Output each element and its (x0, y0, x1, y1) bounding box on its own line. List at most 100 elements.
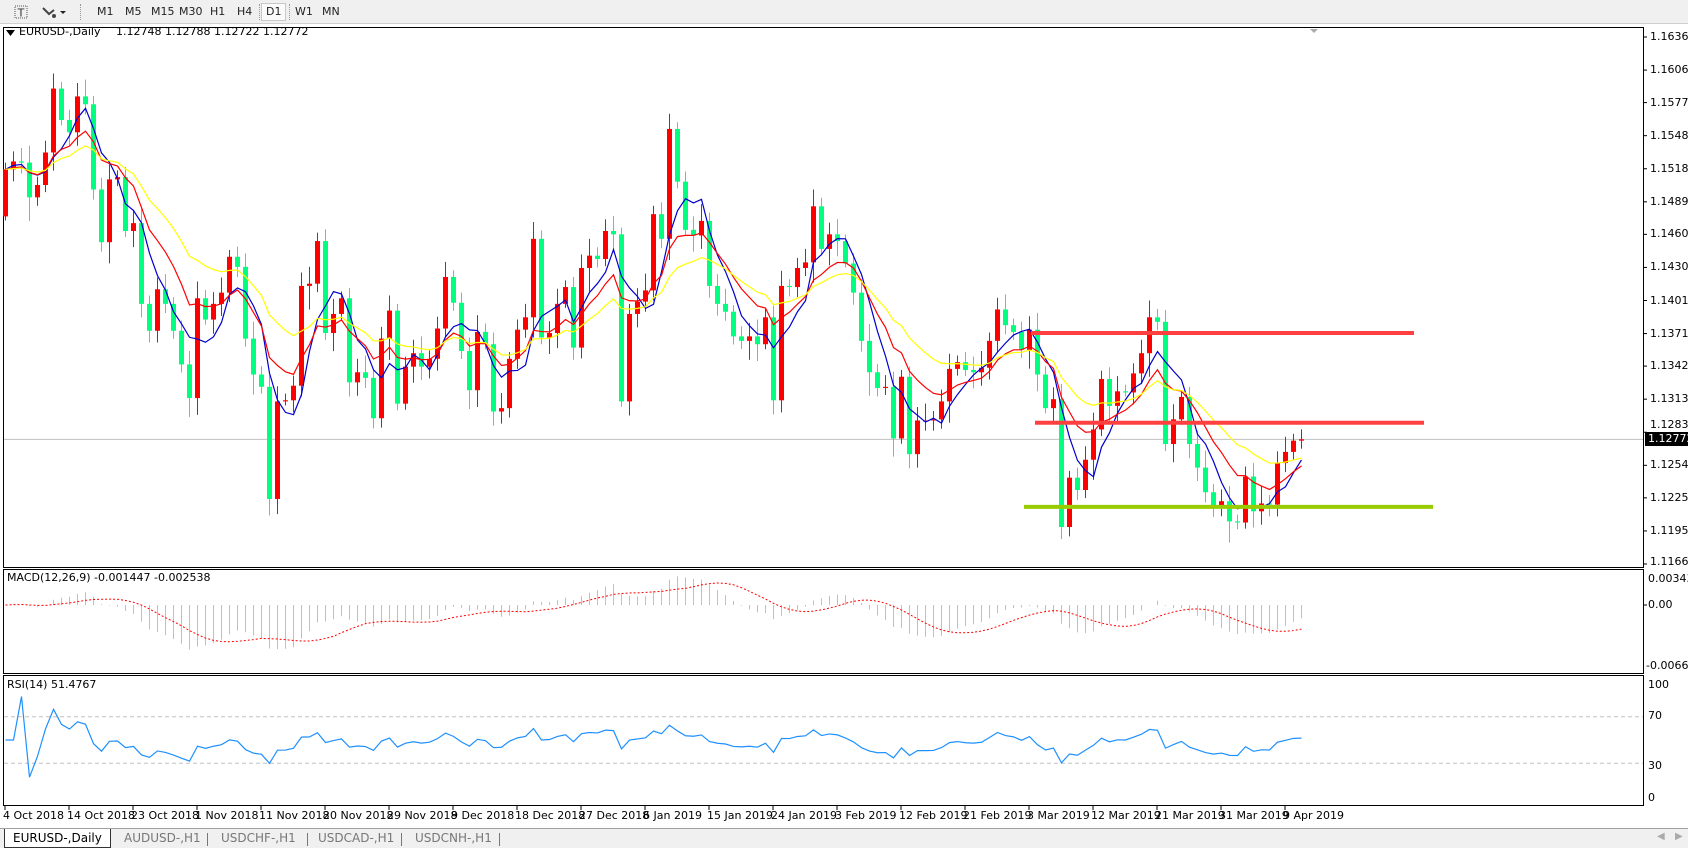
text-tool-icon[interactable]: T (12, 3, 30, 21)
svg-text:T: T (17, 7, 25, 20)
candle-body (259, 374, 264, 387)
chart-window[interactable]: EURUSD-,Daily 1.12748 1.12788 1.12722 1.… (0, 24, 1688, 830)
timeframe-mn[interactable]: MN (322, 5, 340, 18)
candle-body (811, 206, 816, 263)
candle-body (843, 241, 848, 264)
candle-body (275, 401, 280, 499)
price-axis-label: 1.16065 (1650, 63, 1688, 77)
candle-body (443, 276, 448, 329)
candle-body (667, 128, 672, 239)
candle-body (707, 220, 712, 286)
candle-body (555, 303, 560, 334)
candle-body (475, 331, 480, 391)
tab-eurusd-daily[interactable]: EURUSD-,Daily (4, 829, 111, 848)
timeframe-m1[interactable]: M1 (97, 5, 114, 18)
candle-body (523, 317, 528, 330)
candle-body (819, 206, 824, 249)
timeframe-h1[interactable]: H1 (210, 5, 226, 18)
candle-body (835, 234, 840, 242)
tab-usdcnh-h1[interactable]: USDCNH-,H1 (415, 831, 492, 845)
date-axis-label: 14 Oct 2018 (67, 809, 136, 822)
date-axis-label: 1 Nov 2018 (195, 809, 259, 822)
candle-body (947, 368, 952, 402)
candle-body (787, 285, 792, 288)
candle-body (83, 96, 88, 105)
candle-body (1235, 521, 1240, 523)
tab-usdchf-h1[interactable]: USDCHF-,H1 (221, 831, 296, 845)
candle-body (99, 189, 104, 243)
toolbar-separator (259, 4, 260, 20)
candle-body (467, 350, 472, 391)
price-axis-label: 1.14305 (1650, 260, 1688, 274)
candle-body (763, 317, 768, 345)
timeframe-m30[interactable]: M30 (179, 5, 203, 18)
candle-body (1219, 501, 1224, 507)
candle-body (1075, 477, 1080, 490)
ma-mid-line (5, 130, 1302, 491)
scroll-right-icon[interactable]: ▶ (1675, 831, 1683, 842)
candle-body (243, 266, 248, 339)
candle-body (507, 358, 512, 409)
candle-body (715, 285, 720, 304)
tab-usdcad-h1[interactable]: USDCAD-,H1 (318, 831, 395, 845)
candle-body (1275, 463, 1280, 505)
current-price-tag: 1.12772 (1645, 432, 1688, 447)
candle-body (563, 287, 568, 304)
candle-body (939, 401, 944, 420)
timeframe-w1[interactable]: W1 (295, 5, 313, 18)
date-axis-label: 3 Mar 2019 (1027, 809, 1090, 822)
candle-body (731, 311, 736, 337)
candle-body (963, 362, 968, 371)
date-axis-label: 31 Mar 2019 (1219, 809, 1289, 822)
timeframe-d1[interactable]: D1 (261, 3, 287, 21)
candle-body (403, 366, 408, 404)
candle-body (147, 303, 152, 331)
date-axis-label: 6 Jan 2019 (643, 809, 702, 822)
timeframe-m5[interactable]: M5 (125, 5, 142, 18)
candle-body (51, 88, 56, 153)
candle-body (1115, 391, 1120, 406)
candle-body (1211, 492, 1216, 507)
candle-body (955, 362, 960, 369)
candle-body (675, 128, 680, 182)
candle-body (75, 96, 80, 133)
candle-body (587, 255, 592, 268)
candle-body (1299, 439, 1304, 441)
candle-body (907, 376, 912, 455)
candle-body (227, 256, 232, 293)
candle-body (1171, 419, 1176, 445)
candle-body (219, 292, 224, 304)
date-axis-label: 4 Oct 2018 (3, 809, 65, 822)
candle-body (299, 285, 304, 386)
candle-body (723, 303, 728, 312)
price-axis-label: 1.15185 (1650, 161, 1688, 175)
price-axis-label: 1.11660 (1650, 555, 1688, 568)
candle-body (435, 328, 440, 359)
candle-body (43, 152, 48, 186)
candle-body (1051, 399, 1056, 409)
candle-body (427, 358, 432, 367)
candle-body (795, 267, 800, 288)
price-axis-label: 1.12250 (1650, 490, 1688, 504)
line-tools-icon[interactable] (40, 3, 68, 21)
candle-body (619, 234, 624, 402)
date-axis-label: 23 Oct 2018 (131, 809, 200, 822)
chart-menu-icon[interactable] (6, 27, 16, 40)
ma-fast-line (5, 107, 1303, 510)
chart-canvas[interactable] (0, 24, 1688, 830)
date-axis-label: 24 Jan 2019 (771, 809, 837, 822)
candle-body (355, 372, 360, 383)
scroll-left-icon[interactable]: ◀ (1657, 831, 1665, 842)
candle-body (595, 255, 600, 260)
timeframe-m15[interactable]: M15 (151, 5, 175, 18)
candle-body (323, 241, 328, 334)
price-axis-label: 1.13425 (1650, 359, 1688, 373)
candle-body (1067, 477, 1072, 527)
candle-body (611, 230, 616, 235)
timeframe-h4[interactable]: H4 (237, 5, 253, 18)
tab-audusd-h1[interactable]: AUDUSD-,H1 (124, 831, 201, 845)
price-axis-label: 1.12540 (1650, 458, 1688, 472)
candle-body (1187, 396, 1192, 445)
rsi-line (5, 696, 1302, 778)
candle-body (1131, 373, 1136, 393)
